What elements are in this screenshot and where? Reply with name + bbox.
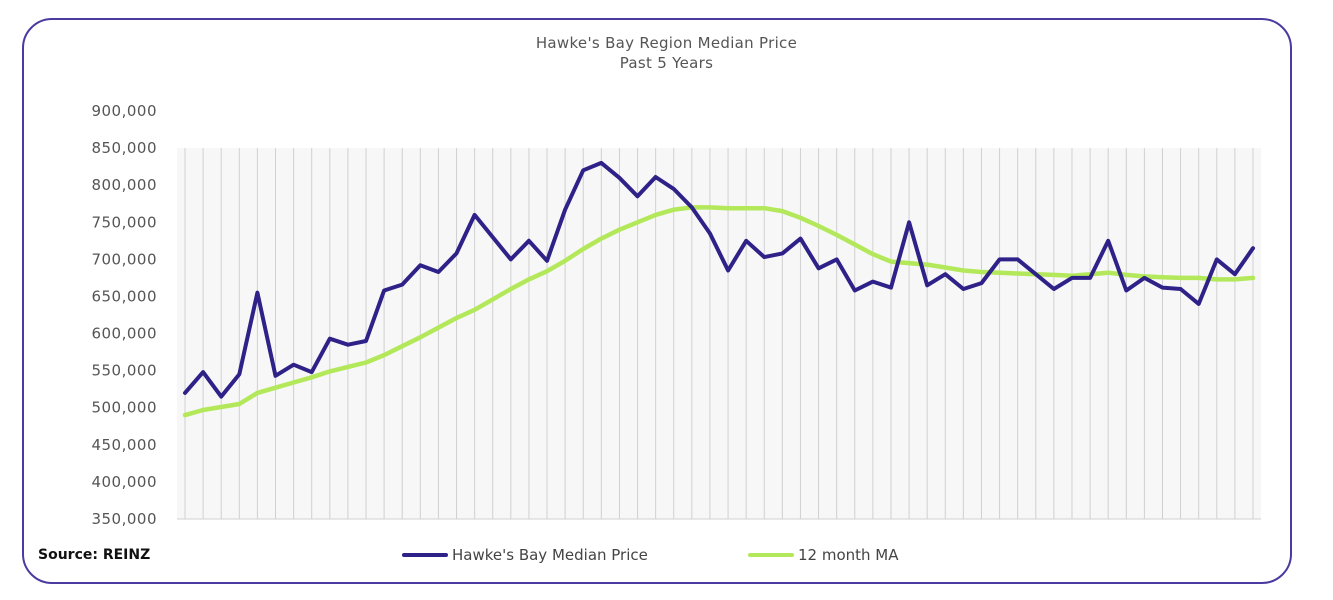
legend-label-median-price: Hawke's Bay Median Price [452,546,648,564]
series-line-median-price [183,160,1255,399]
y-tick-label: 800,000 [91,176,157,194]
y-tick-label: 450,000 [91,436,157,454]
legend-swatch-median-price [402,553,448,557]
y-tick-label: 550,000 [91,362,157,380]
y-tick-label: 400,000 [91,473,157,491]
chart-title-block: Hawke's Bay Region Median Price Past 5 Y… [0,33,1333,73]
y-tick-label: 900,000 [91,102,157,120]
legend-swatch-moving-average [748,553,794,557]
series-lines [182,160,1256,418]
y-tick-label: 600,000 [91,325,157,343]
plot-area [177,148,1261,519]
chart-title: Hawke's Bay Region Median Price [535,34,798,52]
legend-item-median-price: Hawke's Bay Median Price [402,546,648,564]
y-axis: 900,000 850,000 800,000 750,000 700,000 650,0… [91,102,157,528]
y-tick-label: 350,000 [91,510,157,528]
legend-label-moving-average: 12 month MA [798,546,899,564]
legend-item-moving-average: 12 month MA [748,546,899,564]
y-tick-label: 750,000 [91,213,157,231]
y-tick-label: 850,000 [91,139,157,157]
chart-subtitle: Past 5 Years [619,54,714,72]
grid-lines [177,148,1261,520]
y-tick-label: 650,000 [91,287,157,305]
series-line-moving-average [182,205,1256,418]
source-note: Source: REINZ [38,547,151,563]
y-tick-label: 500,000 [91,399,157,417]
y-tick-label: 700,000 [91,250,157,268]
